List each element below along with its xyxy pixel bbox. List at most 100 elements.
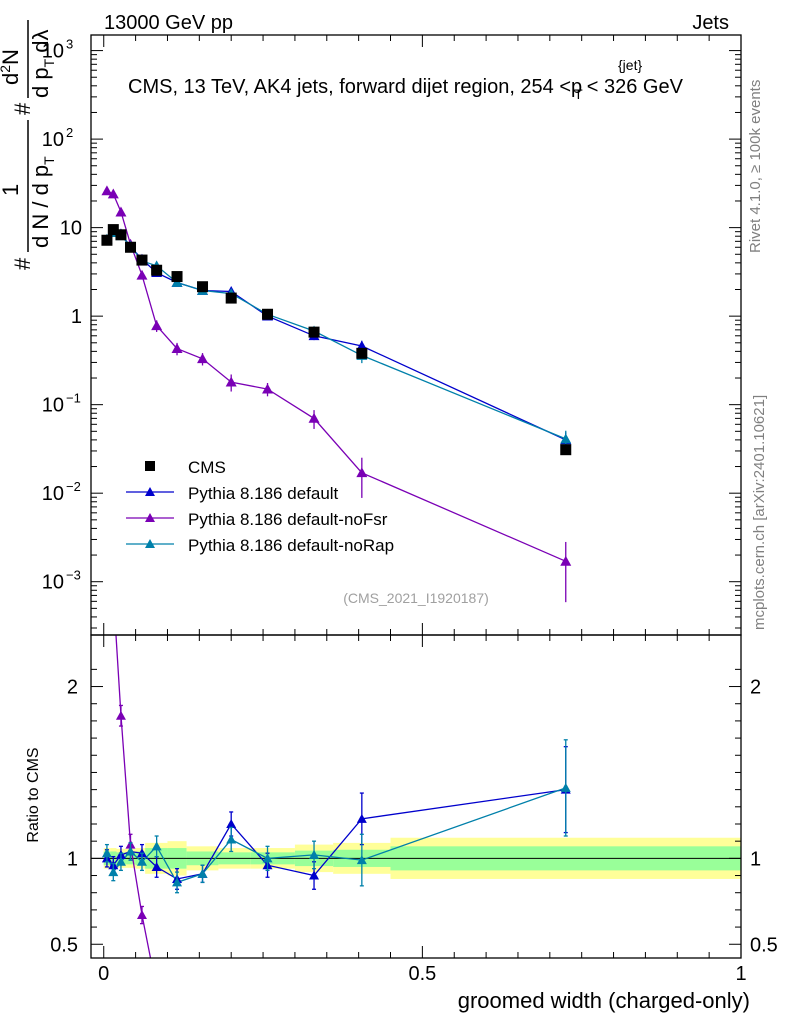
- main-y-tick-exp: −1: [66, 391, 81, 406]
- main-y-tick-label: 10: [42, 41, 64, 63]
- chart-title: CMS, 13 TeV, AK4 jets, forward dijet reg…: [128, 76, 684, 102]
- chart-title-prefix: CMS, 13 TeV, AK4 jets, forward dijet reg…: [128, 76, 571, 98]
- x-tick-label: 0: [98, 963, 109, 985]
- legend-marker-noRap: [145, 539, 155, 548]
- ratio-point-default: [151, 861, 162, 871]
- main-ylabel: # 1 d N / d pT # d2N d pT dλ: [0, 20, 57, 270]
- main-y-tick-label: 10: [60, 218, 82, 240]
- legend-marker-noFsr: [145, 513, 155, 522]
- main-point-noFsr: [225, 376, 237, 387]
- ratio-y-tick-label-right: 2: [750, 677, 761, 699]
- ylabel-den-end: dλ: [28, 29, 53, 58]
- ylabel-hash-1: #: [10, 257, 35, 270]
- main-y-tick-exp: 3: [66, 37, 73, 52]
- ratio-point-noRap: [309, 849, 320, 859]
- ratio-point-noFsr: [115, 710, 126, 720]
- main-point-cms: [115, 229, 127, 241]
- source-label: mcplots.cern.ch [arXiv:2401.10621]: [751, 395, 768, 630]
- header-left-label: 13000 GeV pp: [104, 12, 233, 34]
- analysis-watermark: (CMS_2021_I1920187): [343, 590, 489, 606]
- main-point-noFsr: [107, 188, 119, 199]
- main-point-noFsr: [115, 206, 127, 217]
- ratio-point-noRap: [101, 848, 112, 858]
- main-point-noFsr: [151, 320, 163, 331]
- main-point-cms: [136, 254, 148, 266]
- main-data-marks: [101, 185, 572, 603]
- ratio-point-noRap: [226, 834, 237, 844]
- ylabel-first: 1: [0, 184, 23, 196]
- ratio-point-noRap: [115, 856, 126, 866]
- main-point-cms: [560, 444, 572, 456]
- ratio-panel-bands: [91, 837, 741, 879]
- ylabel-second: d N / d pT: [28, 156, 57, 248]
- main-point-cms: [101, 234, 113, 246]
- main-point-cms: [225, 292, 237, 304]
- ylabel-third-N: N: [0, 49, 23, 65]
- rivet-label: Rivet 4.1.0, ≥ 100k events: [747, 80, 764, 253]
- main-point-noFsr: [262, 383, 274, 394]
- main-point-cms: [197, 281, 209, 293]
- main-point-cms: [171, 271, 183, 283]
- ylabel-second-text: d N / d p: [28, 165, 53, 248]
- ratio-point-default: [226, 818, 237, 828]
- x-tick-label: 0.5: [408, 963, 436, 985]
- ylabel-second-sub: T: [41, 156, 57, 165]
- ratio-point-noRap: [136, 856, 147, 866]
- ratio-y-tick-label: 2: [67, 677, 78, 699]
- ylabel-third-sup: 2: [0, 65, 13, 73]
- main-point-noFsr: [197, 353, 209, 364]
- legend-label-noRap: Pythia 8.186 default-noRap: [188, 536, 394, 555]
- main-point-noFsr: [171, 343, 183, 353]
- ratio-point-noRap: [356, 855, 367, 865]
- ylabel-third-d: d: [0, 73, 23, 85]
- ratio-y-tick-label-right: 0.5: [750, 934, 778, 956]
- x-axis-label: groomed width (charged-only): [458, 988, 750, 1013]
- ylabel-third-num: d2N: [0, 49, 23, 85]
- main-y-tick-label: 10: [42, 483, 64, 505]
- ratio-frame: [90, 634, 742, 959]
- main-point-noFsr: [560, 555, 572, 566]
- main-point-cms: [308, 326, 320, 338]
- ratio-axes: 0 0.5 10.5 0.51 12 2: [50, 634, 778, 985]
- ratio-point-noRap: [560, 782, 571, 792]
- main-point-cms: [125, 241, 137, 253]
- main-y-tick-label: 10: [42, 572, 64, 594]
- main-y-tick-exp: −2: [66, 479, 81, 494]
- main-y-tick-exp: 2: [66, 125, 73, 140]
- main-point-noRap: [560, 433, 572, 444]
- ratio-data-marks: [101, 704, 571, 925]
- main-y-tick-label: 10: [42, 395, 64, 417]
- main-y-tick-label: 10: [42, 129, 64, 151]
- main-line-default: [106, 230, 567, 441]
- main-y-tick-exp: −3: [66, 568, 81, 583]
- header-right-label: Jets: [692, 12, 729, 34]
- main-point-cms: [262, 308, 274, 320]
- chart-title-suffix: < 326 GeV: [587, 76, 684, 98]
- legend-marker-default: [145, 487, 155, 496]
- ratio-line-noFsr: [115, 635, 152, 958]
- chart-title-sub: T: [574, 86, 583, 102]
- main-point-noFsr: [356, 467, 368, 478]
- main-series-lines: [106, 190, 567, 562]
- ratio-point-noRap: [197, 868, 208, 878]
- ratio-ylabel: Ratio to CMS: [25, 747, 42, 842]
- ratio-point-noRap: [262, 853, 273, 863]
- main-point-cms: [107, 224, 119, 236]
- legend-label-noFsr: Pythia 8.186 default-noFsr: [188, 510, 388, 529]
- legend-label-default: Pythia 8.186 default: [188, 484, 339, 503]
- ratio-point-default: [309, 870, 320, 880]
- ratio-point-noRap: [151, 841, 162, 851]
- ratio-y-tick-label: 1: [67, 848, 78, 870]
- x-tick-label: 1: [735, 963, 746, 985]
- ratio-point-noFsr: [136, 910, 147, 920]
- ratio-series-lines: [106, 635, 567, 958]
- ratio-point-noRap: [108, 867, 119, 877]
- main-point-noFsr: [136, 269, 148, 280]
- main-point-cms: [151, 264, 163, 276]
- ratio-y-tick-label: 0.5: [50, 934, 78, 956]
- ylabel-den-sub: T: [41, 58, 57, 67]
- main-line-noFsr: [106, 190, 567, 562]
- legend-marker-cms: [145, 461, 155, 471]
